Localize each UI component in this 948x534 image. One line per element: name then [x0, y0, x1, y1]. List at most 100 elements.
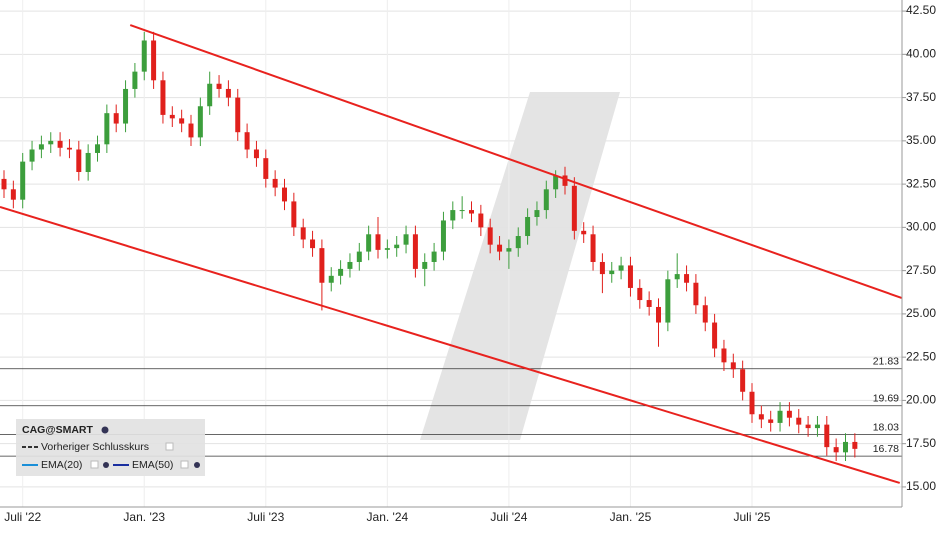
candle-body [160, 80, 166, 115]
candle-body [113, 113, 119, 124]
candle-body [104, 113, 110, 145]
x-tick-label: Juli '25 [734, 510, 771, 524]
y-tick-label: 20.00 [906, 393, 936, 407]
candle-body [525, 216, 531, 237]
candle-body [702, 305, 708, 323]
legend-checkbox[interactable] [90, 460, 99, 469]
candle-body [216, 83, 222, 89]
legend-checkbox[interactable] [165, 442, 174, 451]
candle-body [10, 189, 16, 200]
candle-body [814, 424, 820, 429]
candle-body [132, 71, 138, 89]
candle-body [506, 248, 512, 252]
candle-body [786, 410, 792, 418]
marks [0, 24, 902, 484]
candle-body [1, 178, 7, 190]
candle-body [272, 178, 278, 188]
candle-body [487, 227, 493, 245]
watermark [420, 92, 620, 440]
candle-body [412, 234, 418, 269]
candle-body [48, 140, 54, 145]
level-label: 18.03 [873, 421, 899, 433]
candle-body [684, 274, 690, 283]
candle-body [366, 234, 372, 252]
x-tick-label: Juli '22 [4, 510, 41, 524]
candle-body [562, 175, 568, 186]
candle-body [422, 261, 428, 269]
candle-body [843, 441, 848, 453]
y-tick-label: 25.00 [906, 306, 936, 320]
candle-body [169, 114, 175, 119]
x-tick-label: Juli '23 [247, 510, 284, 524]
candle-body [310, 239, 316, 249]
legend-checkbox[interactable] [180, 460, 189, 469]
legend-label: EMA(50) [132, 459, 173, 471]
y-tick-label: 35.00 [906, 133, 936, 147]
y-tick-label: 17.50 [906, 436, 936, 450]
legend: CAG@SMART Vorheriger Schlusskurs EMA(20) EM… [16, 419, 205, 476]
y-tick-label: 42.50 [906, 3, 936, 17]
candle-body [674, 274, 680, 280]
candle-body [20, 161, 26, 200]
candle-body [29, 149, 35, 162]
y-tick-label: 27.50 [906, 263, 936, 277]
candle-body [141, 40, 147, 72]
candle-body [749, 391, 755, 415]
candle-body [450, 210, 456, 221]
legend-icon [194, 462, 200, 468]
candle-body [440, 220, 446, 252]
candle-body [263, 158, 269, 179]
candle-body [581, 230, 587, 235]
candle-body [796, 417, 802, 425]
candle-body [347, 261, 353, 269]
candle-body [656, 306, 661, 323]
candle-body [38, 144, 44, 150]
candle-body [646, 300, 652, 307]
candle-body [721, 348, 727, 363]
candle-body [777, 410, 783, 423]
candle-body [534, 210, 540, 217]
candle-body [244, 132, 250, 150]
x-tick-label: Jan. '24 [367, 510, 409, 524]
candle-body [375, 234, 381, 250]
candle-body [66, 147, 72, 150]
candle-body [235, 97, 241, 133]
level-label: 19.69 [873, 393, 899, 405]
candle-body [85, 152, 91, 172]
legend-label: EMA(20) [41, 459, 82, 471]
trend-line [129, 24, 902, 299]
candle-body [693, 282, 699, 306]
candle-body [253, 149, 259, 159]
candle-body [179, 118, 185, 124]
candle-body [497, 244, 503, 252]
x-tick-label: Jan. '23 [123, 510, 165, 524]
candle-body [805, 424, 811, 429]
legend-title: CAG@SMART [22, 424, 93, 436]
candle-body [459, 210, 465, 212]
y-tick-label: 37.50 [906, 90, 936, 104]
legend-label: Vorheriger Schlusskurs [41, 441, 149, 453]
candle-body [197, 106, 203, 138]
candle-body [852, 441, 858, 449]
candle-body [543, 189, 549, 211]
candle-body [478, 213, 484, 228]
candle-body [57, 140, 63, 148]
candle-body [188, 123, 194, 138]
candle-body [712, 322, 718, 349]
candle-body [338, 268, 344, 276]
candle-body [833, 447, 839, 453]
candle-body [300, 227, 306, 240]
candle-body [740, 369, 746, 392]
candle-body [123, 88, 129, 124]
candle-body [356, 251, 362, 262]
level-label: 21.83 [873, 356, 899, 368]
candle-body [553, 175, 559, 190]
candle-body [571, 185, 577, 231]
y-tick-label: 30.00 [906, 220, 936, 234]
level-label: 16.78 [873, 443, 899, 455]
candle-body [730, 362, 736, 370]
y-tick-label: 15.00 [906, 479, 936, 493]
candle-body [599, 261, 605, 275]
